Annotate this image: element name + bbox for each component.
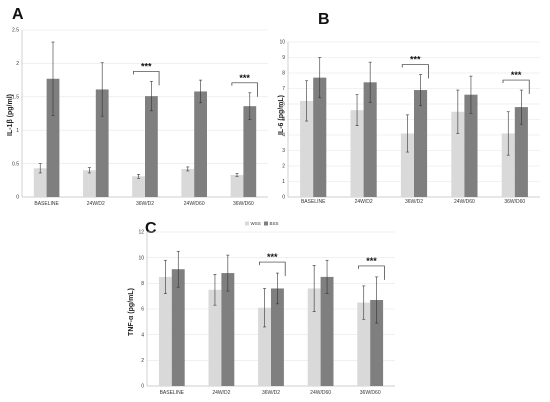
bar — [363, 82, 377, 197]
bar — [258, 307, 271, 386]
y-tick-label: 2 — [16, 61, 19, 67]
y-axis-label: TNF-α (pg/mL) — [128, 288, 135, 336]
x-tick-label: BASELINE — [301, 199, 326, 205]
y-axis-label: IL-1β (pg/ml) — [7, 94, 14, 136]
y-tick-label: 2.5 — [12, 28, 19, 34]
significance-bracket — [502, 79, 530, 95]
y-tick-label: 9 — [282, 55, 285, 61]
y-tick-label: 4 — [282, 133, 285, 139]
bar — [46, 78, 60, 197]
y-tick-label: 1.5 — [12, 95, 19, 101]
bar — [307, 288, 321, 386]
significance-bracket — [133, 71, 160, 86]
bar — [33, 168, 47, 197]
bar — [464, 94, 478, 197]
x-tick-label: 24W/D2 — [212, 390, 230, 396]
bar — [181, 168, 195, 197]
y-tick-label: 4 — [141, 332, 144, 338]
bar — [501, 133, 515, 197]
bar — [95, 89, 109, 197]
bar — [83, 170, 96, 197]
bar — [221, 273, 235, 386]
significance-bracket — [358, 265, 385, 280]
bar — [320, 276, 334, 386]
bar — [171, 269, 185, 386]
y-tick-label: 12 — [138, 230, 144, 236]
y-tick-label: 1 — [16, 128, 19, 134]
x-tick-label: 36W/D60 — [233, 201, 254, 207]
panel-label: B — [318, 11, 330, 28]
chart-panel-b: B IL-6 (pg/mL) 0 1 2 3 4 5 6 7 8 9 10 BASELINE 24W/D2 3… — [278, 11, 540, 205]
y-tick-label: 7 — [282, 86, 285, 92]
significance-label: *** — [366, 256, 377, 266]
significance-bracket — [231, 82, 258, 97]
bar — [451, 111, 465, 197]
bar — [357, 302, 371, 386]
bar — [158, 276, 172, 386]
y-tick-label: 6 — [141, 307, 144, 313]
significance-bracket — [259, 261, 286, 277]
x-tick-label: 36W/D60 — [504, 199, 525, 205]
bar — [194, 91, 207, 197]
x-tick-label: 36W/D2 — [405, 199, 423, 205]
significance-label: *** — [410, 55, 421, 65]
y-tick-label: 1 — [282, 179, 285, 185]
bar — [230, 174, 244, 197]
y-tick-label: 2 — [282, 164, 285, 170]
y-tick-label: 6 — [282, 102, 285, 108]
x-tick-label: 36W/D2 — [136, 201, 154, 207]
x-tick-label: 24W/D2 — [87, 201, 105, 207]
bar — [350, 110, 364, 197]
y-tick-label: 2 — [141, 358, 144, 364]
y-tick-label: 0 — [282, 195, 285, 201]
y-tick-label: 0.5 — [12, 161, 19, 167]
x-tick-label: BASELINE — [34, 201, 59, 207]
x-tick-label: 36W/D2 — [262, 390, 280, 396]
y-tick-label: 8 — [141, 281, 144, 287]
x-tick-label: 24W/D60 — [310, 390, 331, 396]
significance-label: *** — [267, 252, 278, 262]
bar — [514, 107, 528, 197]
significance-label: *** — [141, 61, 152, 71]
y-tick-label: 3 — [282, 148, 285, 154]
bar — [400, 133, 414, 197]
bar — [414, 90, 428, 197]
x-tick-label: 36W/D60 — [360, 390, 381, 396]
x-tick-label: 24W/D2 — [355, 199, 373, 205]
significance-label: *** — [511, 70, 522, 80]
y-tick-label: 0 — [141, 384, 144, 390]
panel-label: A — [12, 6, 24, 23]
legend-entry: WSS — [251, 221, 261, 226]
x-tick-label: 24W/D60 — [184, 201, 205, 207]
y-axis-label: IL-6 (pg/mL) — [278, 95, 285, 135]
legend-swatch — [264, 221, 268, 226]
bar — [132, 176, 145, 197]
y-tick-label: 5 — [282, 117, 285, 123]
legend-entry: BSS — [270, 221, 279, 226]
bar — [313, 77, 327, 197]
panel-label: C — [145, 220, 157, 237]
bar — [208, 289, 222, 386]
x-tick-label: BASELINE — [160, 390, 185, 396]
bar — [300, 100, 314, 197]
bar — [271, 288, 284, 386]
legend-swatch — [245, 221, 249, 226]
chart-panel-a: A IL-1β (pg/ml) 0 0.5 1 1.5 2 2.5 BASELINE 24W/D2… — [7, 6, 268, 207]
bar — [145, 96, 158, 197]
bar — [243, 106, 257, 197]
y-tick-label: 8 — [282, 71, 285, 77]
y-tick-label: 10 — [138, 255, 144, 261]
y-tick-label: 10 — [279, 40, 285, 46]
bar — [370, 300, 384, 386]
chart-panel-c: C TNF-α (pg/mL) 0 2 4 6 8 10 12 BASELINE 24W/D2 36W… — [128, 220, 395, 396]
x-tick-label: 24W/D60 — [454, 199, 475, 205]
significance-bracket — [401, 64, 429, 79]
y-tick-label: 0 — [16, 195, 19, 201]
significance-label: *** — [239, 73, 250, 83]
